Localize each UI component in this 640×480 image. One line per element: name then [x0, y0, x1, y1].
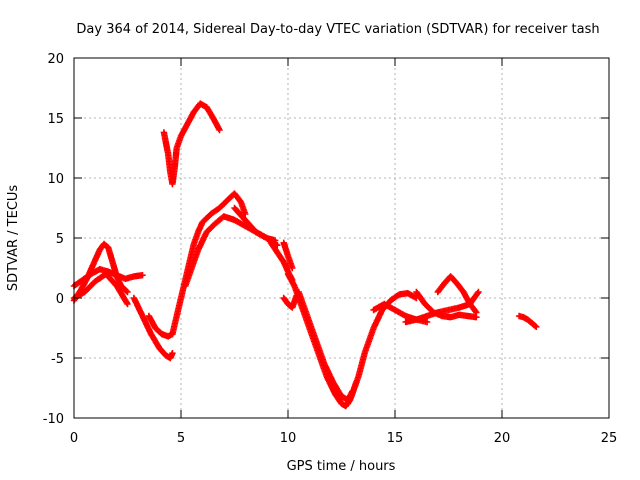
series-arc-15 [344, 290, 420, 407]
data-point [474, 290, 481, 297]
data-points [70, 100, 540, 410]
x-tick-label: 0 [70, 431, 78, 446]
x-tick-label: 10 [280, 431, 297, 446]
y-tick-label: 15 [47, 112, 64, 127]
series-arc-14 [295, 288, 356, 404]
data-point [169, 350, 176, 357]
data-point [475, 288, 482, 296]
y-tick-label: 20 [47, 52, 64, 67]
data-point [139, 272, 146, 279]
data-point [271, 237, 279, 244]
axis-ticks: 0 5 10 15 20 25 -10 -5 0 5 10 15 20 [43, 52, 618, 446]
series-arc-6 [160, 100, 223, 188]
x-axis-label: GPS time / hours [287, 459, 396, 474]
series-arc-4 [130, 294, 176, 362]
data-point [124, 288, 131, 296]
data-point [533, 323, 540, 330]
data-point [289, 264, 296, 272]
chart-title: Day 364 of 2014, Sidereal Day-to-day VTE… [76, 22, 599, 37]
series-arc-9 [231, 204, 279, 244]
x-tick-label: 5 [177, 431, 185, 446]
data-point [472, 308, 479, 315]
series-arc-5 [145, 312, 176, 340]
data-point [216, 126, 223, 134]
series-arc-18 [413, 288, 480, 321]
data-point [124, 300, 131, 308]
series-arc-20 [515, 312, 540, 330]
series-arc-7 [169, 190, 249, 338]
data-point [423, 318, 431, 326]
series-arc-19 [434, 273, 480, 316]
y-axis-label: SDTVAR / TECUs [6, 185, 21, 292]
data-point [473, 309, 480, 316]
series-arc-8 [182, 213, 281, 290]
series-arc-2 [70, 266, 146, 290]
y-tick-label: 5 [56, 232, 64, 247]
data-point [532, 322, 539, 330]
series-arc-3 [70, 270, 131, 308]
gridlines [74, 58, 609, 418]
data-point [123, 287, 130, 295]
y-tick-label: -10 [43, 412, 64, 427]
y-tick-label: 10 [47, 172, 64, 187]
y-tick-label: -5 [51, 352, 64, 367]
x-tick-label: 25 [601, 431, 618, 446]
x-tick-label: 20 [494, 431, 511, 446]
series-arc-16 [370, 300, 431, 326]
y-tick-label: 0 [56, 292, 64, 307]
series-arc-11 [280, 239, 296, 272]
x-tick-label: 15 [387, 431, 404, 446]
